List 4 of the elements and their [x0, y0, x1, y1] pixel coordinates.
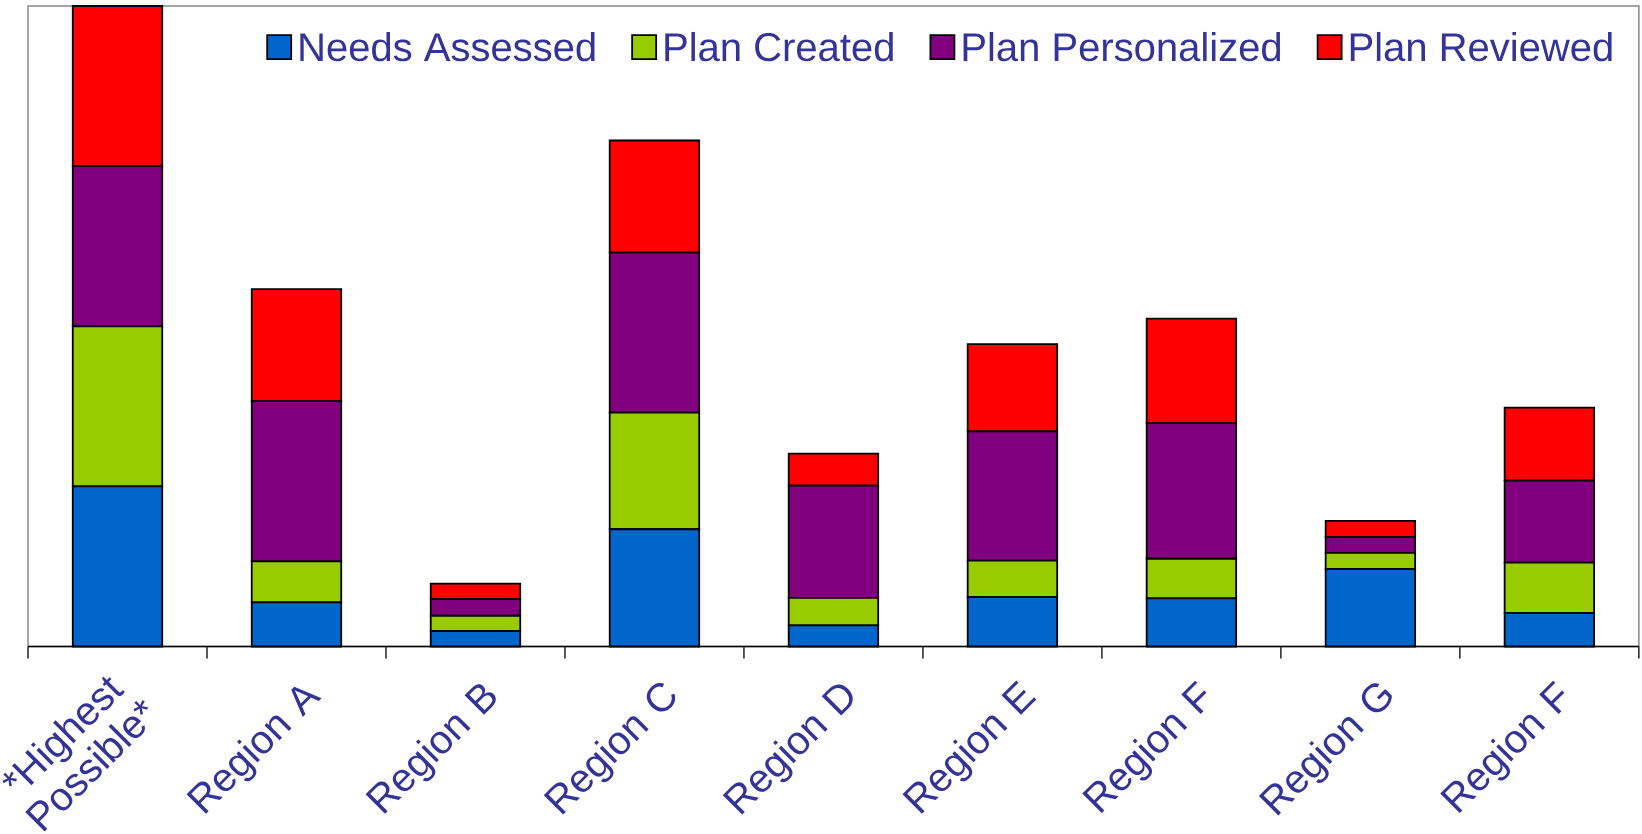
legend-label: Needs Assessed — [300, 31, 595, 62]
legend-label: Plan Personalized — [963, 31, 1281, 62]
legend-label: Plan Reviewed — [1350, 31, 1612, 62]
legend-label: Plan Created — [665, 31, 893, 62]
